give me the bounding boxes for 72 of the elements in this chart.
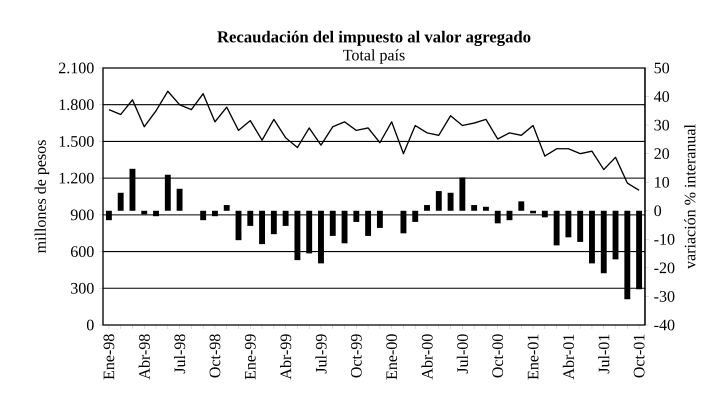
x-tick-label: Jul-98 <box>174 334 186 374</box>
bar <box>400 210 406 234</box>
y-axis-title: millones de pesos <box>34 140 50 254</box>
bar <box>318 210 324 264</box>
y2-tick-label: 0 <box>654 205 662 216</box>
x-tick-label: Abr-98 <box>138 334 150 380</box>
bar <box>636 210 642 290</box>
bar <box>282 210 289 226</box>
y-tick-label: 0 <box>86 320 94 330</box>
x-tick-label: Jul-99 <box>315 334 327 374</box>
bar <box>118 192 124 211</box>
x-tick-label: Jul-01 <box>598 334 610 374</box>
bar <box>448 192 454 211</box>
y-tick-label: 1.200 <box>60 172 94 184</box>
x-tick-label: Ene-00 <box>386 334 398 380</box>
y2-tick-label: -10 <box>654 234 674 245</box>
bar <box>565 210 572 238</box>
bar <box>376 210 383 228</box>
y-tick-label: 1.800 <box>60 99 94 110</box>
x-tick-label: Ene-99 <box>244 334 256 380</box>
bar <box>130 168 136 211</box>
bar <box>306 210 312 254</box>
y-tick-label: 600 <box>70 246 94 257</box>
y2-tick-label: 30 <box>654 120 670 130</box>
chart-title: Recaudación del impuesto al valor agregado <box>217 30 530 46</box>
bar <box>353 210 360 222</box>
bar <box>164 174 171 211</box>
y-tick-label: 1.500 <box>60 136 94 147</box>
bar <box>589 210 595 264</box>
chart-subtitle: Total país <box>343 49 405 64</box>
x-tick-label: Oct-98 <box>210 334 220 378</box>
x-tick-label: Abr-99 <box>280 334 292 380</box>
line-series <box>108 90 640 192</box>
x-tick-label: Abr-01 <box>562 334 574 380</box>
bar <box>342 210 348 244</box>
bar <box>471 205 478 211</box>
bar <box>294 210 300 260</box>
y2-tick-label: 20 <box>654 148 670 160</box>
y-tick-label: 900 <box>70 209 94 220</box>
x-tick-label: Ene-01 <box>528 334 538 380</box>
x-tick-label: Oct-99 <box>350 334 362 378</box>
bar <box>600 210 607 274</box>
y2-tick-label: 50 <box>654 62 670 74</box>
bar <box>530 210 536 214</box>
bar <box>270 210 277 234</box>
y2-tick-label: -40 <box>654 320 674 330</box>
y-tick-label: 2.100 <box>59 62 94 74</box>
y2-tick-label: -20 <box>654 262 674 274</box>
bar <box>436 191 442 211</box>
bar <box>224 205 230 211</box>
bar <box>577 210 584 242</box>
y-tick-label: 300 <box>71 282 94 294</box>
bar <box>259 210 266 244</box>
x-tick-label: Ene-98 <box>104 334 114 380</box>
bar <box>424 205 430 211</box>
bar <box>236 210 242 240</box>
x-tick-label: Abr-00 <box>421 334 433 380</box>
bar <box>612 210 618 260</box>
x-tick-label: Jul-00 <box>456 334 468 374</box>
y2-tick-label: 40 <box>654 91 670 102</box>
bar <box>518 201 524 211</box>
bar <box>554 210 560 246</box>
bar <box>482 206 489 211</box>
x-tick-label: Oct-01 <box>634 334 644 378</box>
bar <box>176 188 183 211</box>
y2-tick-label: -30 <box>654 291 674 302</box>
bar <box>365 210 372 236</box>
x-tick-label: Oct-00 <box>492 334 504 378</box>
bar <box>624 210 630 300</box>
bar <box>459 177 466 211</box>
y2-tick-label: 10 <box>655 176 670 188</box>
y2-axis-title: variación % interanual <box>684 124 696 269</box>
